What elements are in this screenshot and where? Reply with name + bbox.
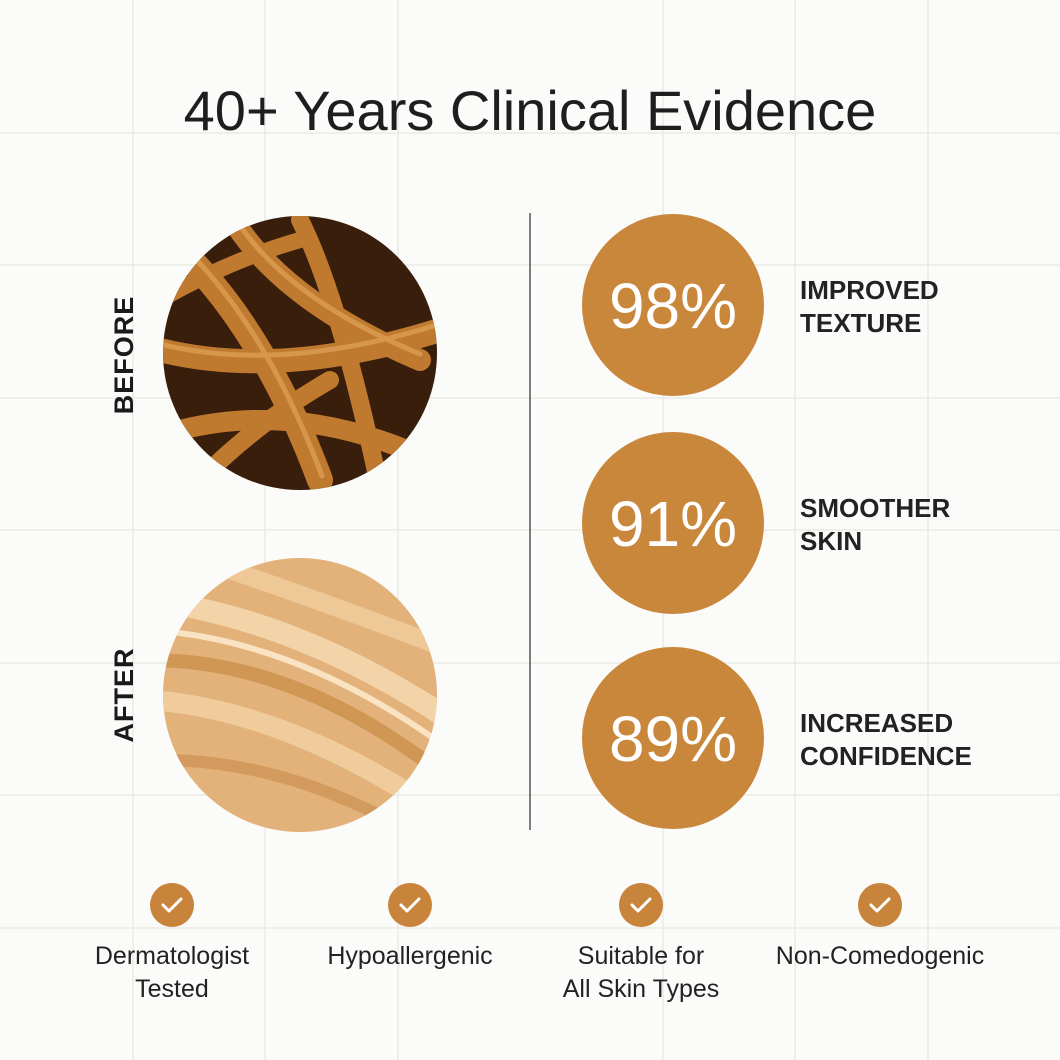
- stat-label: TEXTURE: [800, 308, 921, 338]
- stat-label: SMOOTHER: [800, 493, 950, 523]
- check-icon: [388, 883, 432, 927]
- after-label: AFTER: [109, 648, 139, 743]
- check-icon: [619, 883, 663, 927]
- stat-label: CONFIDENCE: [800, 741, 972, 771]
- stat-label: IMPROVED: [800, 275, 939, 305]
- check-mark: [399, 897, 421, 913]
- stat-value: 91%: [609, 488, 737, 560]
- features: Dermatologist Tested Hypoallergenic Suitabl…: [95, 883, 984, 1003]
- title: 40+ Years Clinical Evidence: [184, 79, 877, 142]
- feature-label: Tested: [135, 975, 209, 1003]
- feature-label: Dermatologist: [95, 942, 249, 970]
- check-mark: [161, 897, 183, 913]
- check-mark: [869, 897, 891, 913]
- stat-circle: [582, 432, 764, 614]
- feature-label: Suitable for: [578, 942, 704, 970]
- stat-label: INCREASED: [800, 708, 953, 738]
- feature-label: Hypoallergenic: [327, 942, 492, 970]
- stat-value: 89%: [609, 703, 737, 775]
- before-label: BEFORE: [109, 296, 139, 415]
- before-image: [163, 216, 437, 490]
- stat-value: 98%: [609, 270, 737, 342]
- check-icon: [858, 883, 902, 927]
- after-image: [163, 558, 437, 832]
- stat-circle: [582, 214, 764, 396]
- check-icon: [150, 883, 194, 927]
- stat-circle: [582, 647, 764, 829]
- stat-label: SKIN: [800, 526, 862, 556]
- feature-label: All Skin Types: [563, 975, 720, 1003]
- check-mark: [630, 897, 652, 913]
- feature-label: Non-Comedogenic: [776, 942, 984, 970]
